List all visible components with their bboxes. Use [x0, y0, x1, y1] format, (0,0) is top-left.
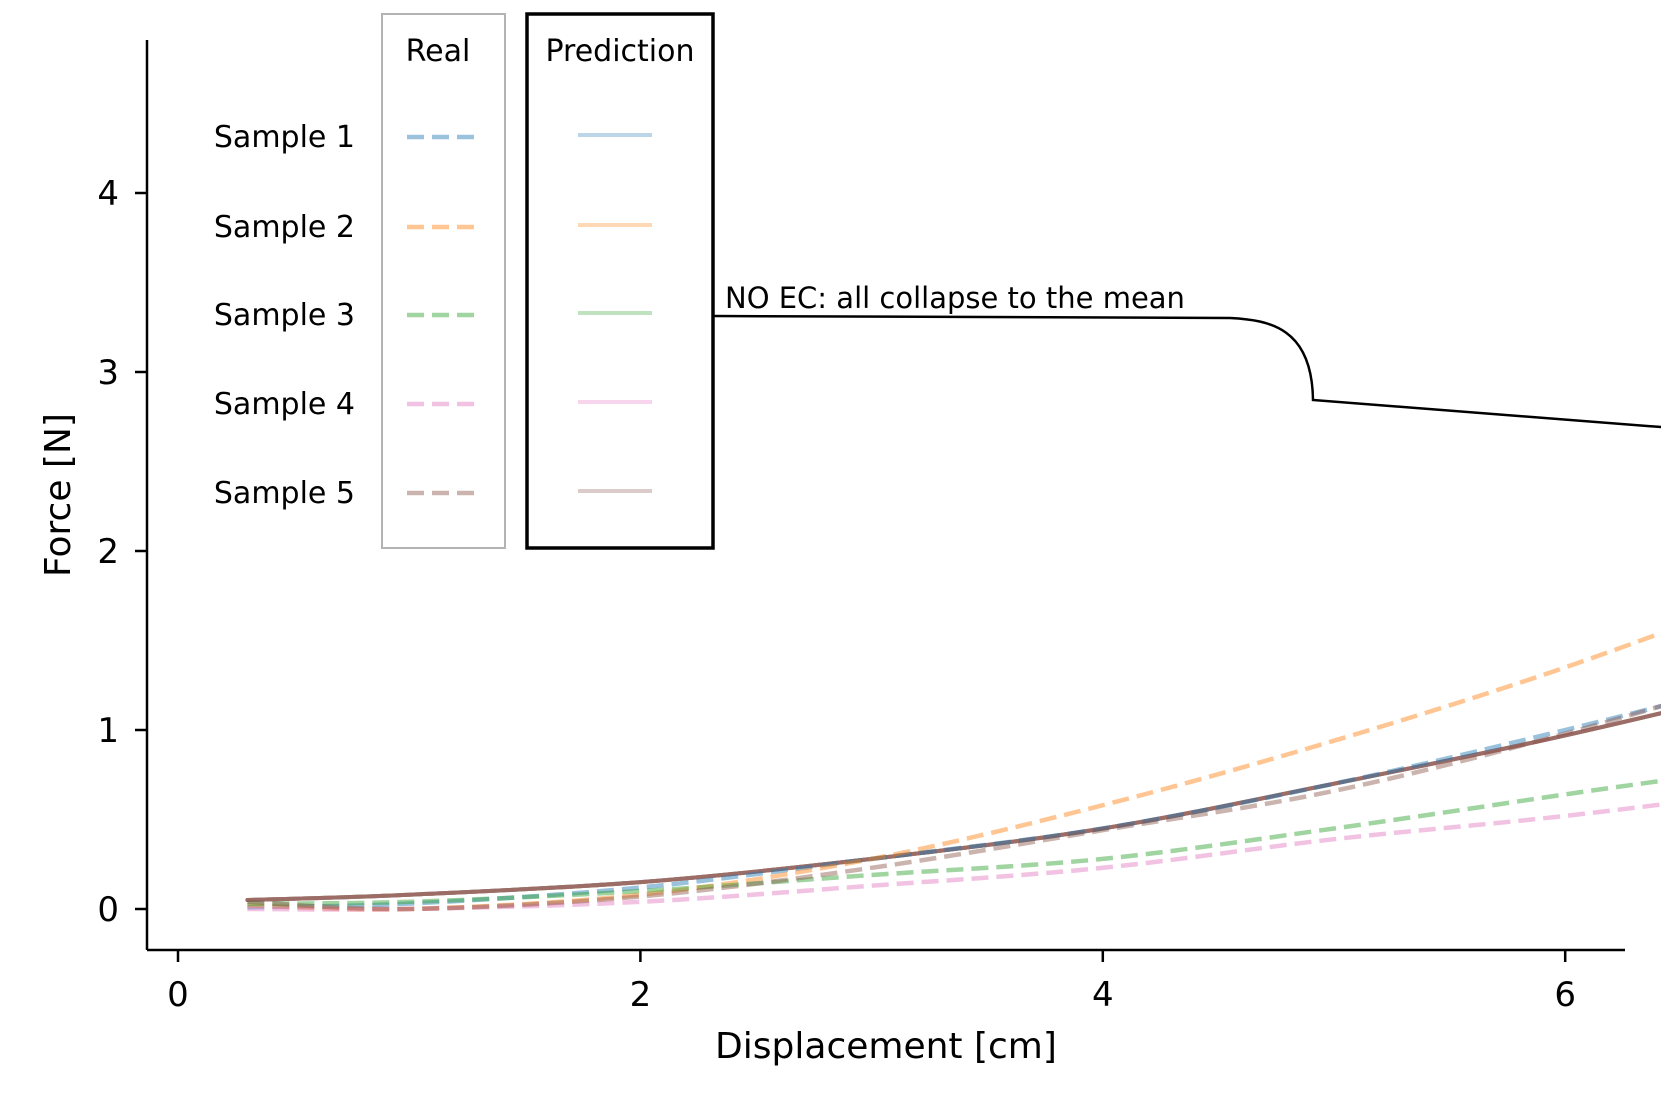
y-tick-label: 1 [97, 711, 119, 751]
x-tick-label: 2 [630, 975, 652, 1015]
legend-real-header: Real [406, 34, 471, 69]
x-axis-label: Displacement [cm] [715, 1026, 1057, 1067]
legend-prediction-header: Prediction [545, 34, 694, 69]
legend-label-sample-2: Sample 2 [214, 210, 355, 245]
annotation: NO EC: all collapse to the mean [712, 281, 1661, 429]
x-ticks: 024681012 [167, 950, 1576, 1015]
series-layer [245, 630, 1661, 912]
legend-rows: Sample 1 Sample 2 Sample 3 Sample 4 Sample 5 [214, 120, 652, 511]
y-tick-label: 0 [97, 890, 119, 930]
legend-prediction-box [525, 12, 715, 550]
annotation-arrow [712, 314, 1661, 429]
legend-label-sample-4: Sample 4 [214, 387, 355, 422]
annotation-text: NO EC: all collapse to the mean [725, 281, 1185, 315]
real-line-sample-4 [247, 802, 1661, 912]
real-line-sample-1 [247, 703, 1661, 910]
legend: Real Prediction Sample 1 Sample 2 Sample 3… [214, 12, 715, 550]
real-line-sample-3 [247, 778, 1661, 906]
y-ticks: 0 1 2 3 4 [97, 174, 147, 930]
y-tick-label: 3 [97, 353, 119, 393]
real-line-sample-5 [247, 703, 1661, 912]
legend-real-box [381, 13, 506, 549]
legend-label-sample-3: Sample 3 [214, 298, 355, 333]
legend-label-sample-1: Sample 1 [214, 120, 355, 155]
real-line-sample-2 [247, 630, 1661, 912]
x-tick-label: 0 [167, 975, 189, 1015]
x-tick-label: 6 [1554, 975, 1576, 1015]
legend-label-sample-5: Sample 5 [214, 476, 355, 511]
prediction-line-sample-5 [245, 711, 1661, 902]
x-tick-label: 4 [1092, 975, 1114, 1015]
y-tick-label: 4 [97, 174, 119, 214]
y-axis-label: Force [N] [38, 413, 79, 577]
y-tick-label: 2 [97, 532, 119, 572]
